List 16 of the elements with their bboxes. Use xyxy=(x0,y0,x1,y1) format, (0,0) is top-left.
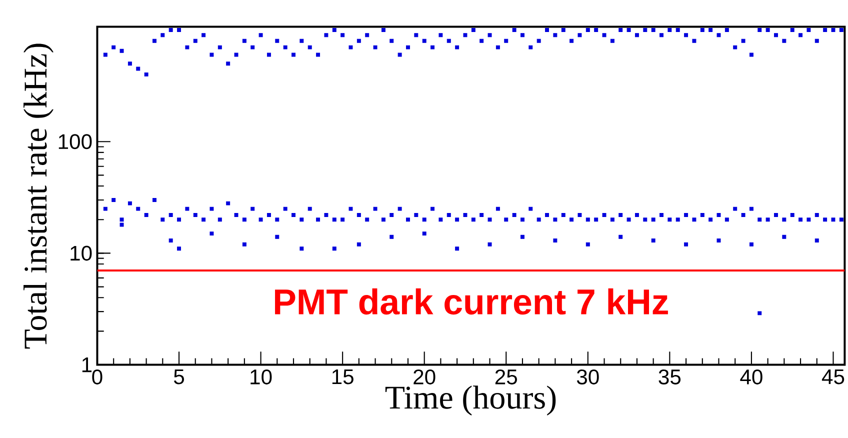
x-tick-label: 5 xyxy=(174,369,184,384)
x-tick-label: 35 xyxy=(658,369,681,384)
x-axis-title: Time (hours) xyxy=(385,386,556,416)
x-tick-label: 40 xyxy=(740,369,762,384)
x-tick-label: 45 xyxy=(822,369,844,384)
x-tick-label: 20 xyxy=(414,369,436,384)
y-tick-label: 100 xyxy=(58,134,92,150)
x-tick-label: 10 xyxy=(250,369,272,384)
x-tick-label: 30 xyxy=(576,369,599,384)
y-axis-title: Total instant rate (kHz) xyxy=(24,44,54,349)
y-tick-label: 1 xyxy=(82,357,92,372)
y-tick-label: 10 xyxy=(70,246,92,261)
x-tick-label: 25 xyxy=(495,369,517,384)
x-tick-label: 15 xyxy=(332,369,354,384)
x-tick-label: 0 xyxy=(92,369,102,384)
ref-line-label: PMT dark current 7 kHz xyxy=(275,288,668,315)
